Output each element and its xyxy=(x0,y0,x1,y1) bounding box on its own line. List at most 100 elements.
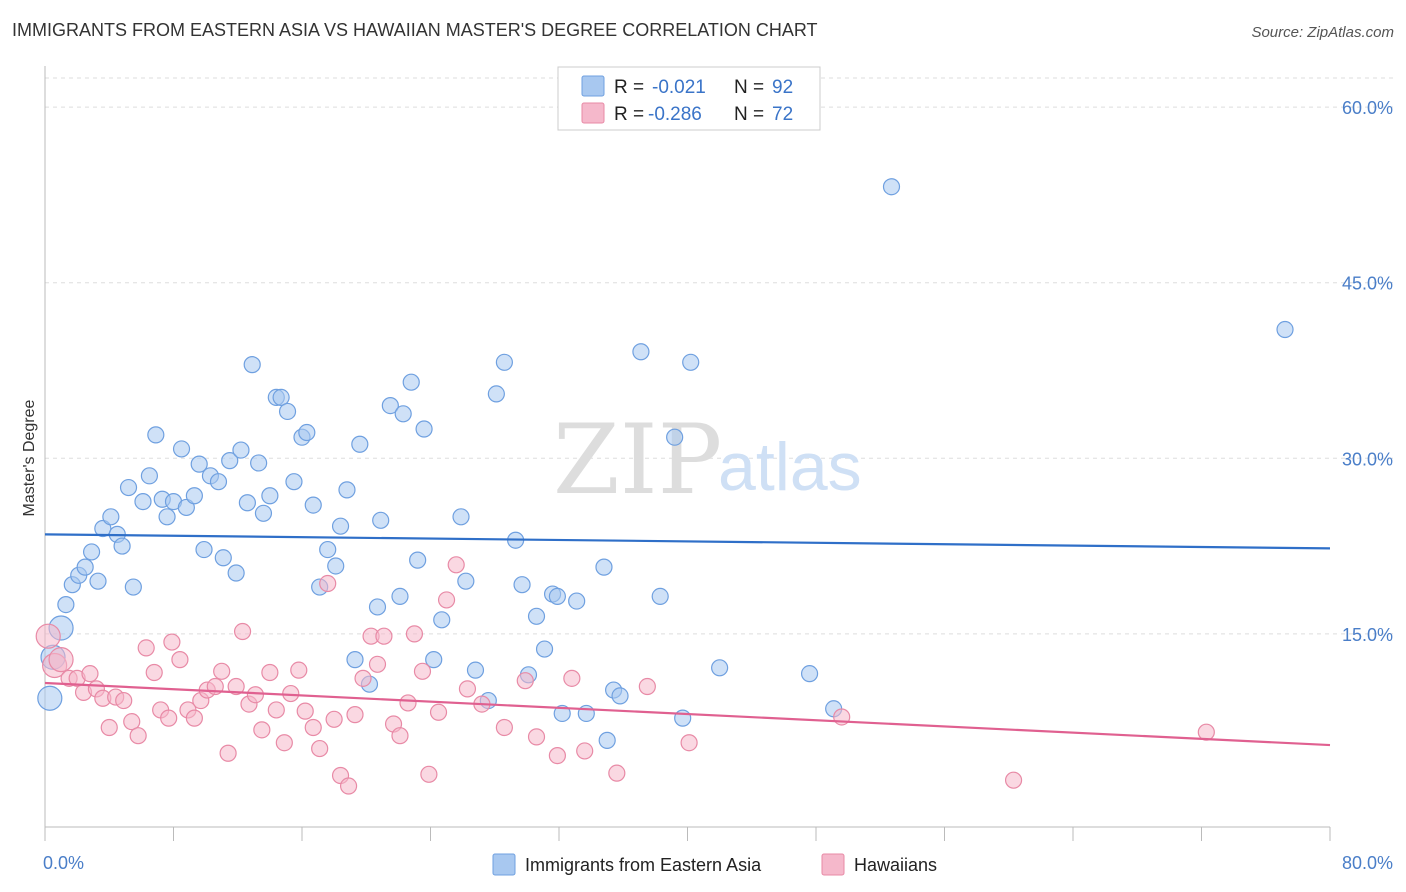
legend-swatch-immigrants xyxy=(581,75,605,97)
point-immigrants xyxy=(304,496,322,514)
point-immigrants xyxy=(568,592,586,610)
point-hawaiians xyxy=(576,742,594,760)
point-immigrants xyxy=(221,452,239,470)
point-immigrants xyxy=(351,435,369,453)
point-immigrants xyxy=(513,576,531,594)
point-immigrants xyxy=(457,572,475,590)
point-hawaiians xyxy=(233,622,252,641)
y-tick-label: 45.0% xyxy=(1342,274,1393,294)
point-hawaiians xyxy=(311,739,329,758)
point-immigrants xyxy=(372,511,390,529)
point-immigrants xyxy=(495,353,513,371)
point-immigrants xyxy=(553,704,571,723)
point-hawaiians xyxy=(219,744,237,762)
point-immigrants xyxy=(527,607,546,625)
watermark-atlas: atlas xyxy=(718,429,862,505)
point-hawaiians xyxy=(339,777,358,795)
point-immigrants xyxy=(57,595,75,614)
series-legend-label-immigrants: Immigrants from Eastern Asia xyxy=(525,855,762,875)
point-immigrants xyxy=(391,587,409,606)
chart-title: IMMIGRANTS FROM EASTERN ASIA VS HAWAIIAN… xyxy=(12,20,818,40)
point-immigrants xyxy=(172,440,191,458)
legend-r-value-immigrants: -0.021 xyxy=(652,77,706,98)
point-hawaiians xyxy=(296,702,314,720)
point-hawaiians xyxy=(1004,771,1023,789)
point-hawaiians xyxy=(275,734,293,752)
legend-n-value-hawaiians: 72 xyxy=(772,104,793,125)
point-immigrants xyxy=(89,572,107,590)
y-axis-label: Master's Degree xyxy=(21,399,38,516)
point-immigrants xyxy=(94,519,112,538)
point-immigrants xyxy=(243,356,261,374)
point-hawaiians xyxy=(375,627,393,645)
point-immigrants xyxy=(209,473,228,491)
point-hawaiians xyxy=(548,746,566,765)
axes xyxy=(44,66,1331,841)
point-immigrants xyxy=(140,467,159,485)
point-immigrants xyxy=(415,420,433,438)
point-hawaiians xyxy=(171,651,189,669)
point-immigrants xyxy=(368,598,387,616)
point-hawaiians xyxy=(354,669,372,687)
point-immigrants xyxy=(682,353,700,371)
point-hawaiians xyxy=(495,718,513,737)
point-immigrants xyxy=(119,478,138,497)
point-hawaiians xyxy=(420,765,438,783)
point-immigrants xyxy=(381,397,399,415)
point-immigrants xyxy=(327,557,345,575)
tick-labels: 15.0% 30.0% 45.0% 60.0% 0.0% 80.0% xyxy=(43,98,1393,873)
legend-r-value-hawaiians: -0.286 xyxy=(648,104,702,125)
point-hawaiians xyxy=(304,718,322,737)
point-immigrants xyxy=(37,685,63,711)
legend-n-label: N = xyxy=(734,104,764,125)
point-immigrants xyxy=(124,578,142,596)
point-immigrants xyxy=(195,540,213,559)
point-immigrants xyxy=(238,494,256,512)
point-hawaiians xyxy=(680,734,698,752)
point-hawaiians xyxy=(35,623,61,649)
point-hawaiians xyxy=(227,677,245,696)
legend-n-value-immigrants: 92 xyxy=(772,77,793,98)
point-immigrants xyxy=(232,441,250,459)
series-legend-swatch-hawaiians xyxy=(821,853,845,876)
point-hawaiians xyxy=(319,574,337,593)
point-immigrants xyxy=(272,388,290,407)
point-immigrants xyxy=(298,423,316,442)
point-immigrants xyxy=(338,481,356,499)
trend-lines xyxy=(44,533,1331,747)
point-hawaiians xyxy=(391,727,409,745)
point-hawaiians xyxy=(246,686,265,704)
point-immigrants xyxy=(261,487,279,505)
legend-n-label: N = xyxy=(734,77,764,98)
point-immigrants xyxy=(598,731,616,749)
watermark-zip: ZIP xyxy=(553,404,722,516)
trend-line-hawaiians xyxy=(44,681,1331,747)
point-hawaiians xyxy=(399,694,417,712)
point-immigrants xyxy=(227,564,245,582)
point-immigrants xyxy=(177,498,195,517)
point-immigrants xyxy=(82,543,101,561)
point-immigrants xyxy=(346,651,364,669)
point-hawaiians xyxy=(608,764,626,782)
data-points xyxy=(35,178,1294,795)
point-hawaiians xyxy=(437,591,456,609)
x-tick-label: 80.0% xyxy=(1342,853,1393,873)
point-immigrants xyxy=(190,455,208,473)
point-hawaiians xyxy=(145,663,163,682)
point-hawaiians xyxy=(346,706,364,724)
point-hawaiians xyxy=(447,556,465,574)
trend-line-immigrants xyxy=(44,533,1331,550)
point-hawaiians xyxy=(261,663,279,682)
point-immigrants xyxy=(394,405,412,423)
y-tick-label: 60.0% xyxy=(1342,98,1393,118)
point-immigrants xyxy=(452,508,470,526)
point-immigrants xyxy=(595,558,613,576)
legend-r-label: R = xyxy=(614,77,644,98)
point-immigrants xyxy=(651,587,669,606)
point-hawaiians xyxy=(563,669,581,687)
gridlines xyxy=(45,77,1395,635)
point-hawaiians xyxy=(429,703,448,721)
point-immigrants xyxy=(425,651,443,669)
point-hawaiians xyxy=(137,639,155,657)
